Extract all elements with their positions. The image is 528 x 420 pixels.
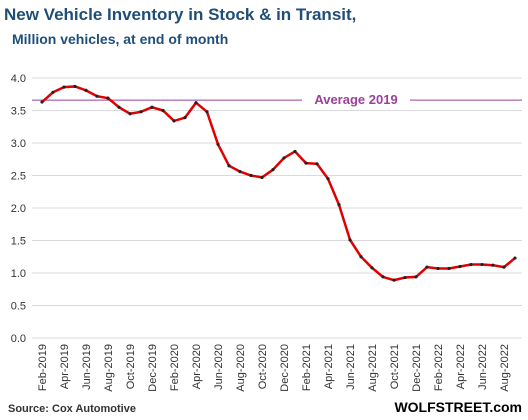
x-tick-label: Dec-2021: [411, 344, 423, 392]
x-tick-label: Feb-2020: [169, 344, 181, 391]
point: [40, 100, 44, 104]
point: [458, 264, 462, 269]
point: [249, 173, 253, 178]
point: [62, 85, 66, 89]
point: [227, 164, 231, 168]
y-tick-label: 0.5: [11, 301, 26, 313]
point: [370, 266, 374, 270]
point: [95, 94, 99, 98]
x-tick-label: Aug-2019: [103, 344, 115, 392]
point: [436, 266, 440, 271]
point: [194, 101, 198, 105]
point: [260, 175, 264, 180]
point: [282, 156, 286, 160]
point: [216, 142, 220, 146]
chart-subtitle: Million vehicles, at end of month: [12, 31, 228, 47]
point: [304, 161, 308, 165]
y-tick-label: 4.0: [11, 73, 26, 85]
x-tick-label: Feb-2021: [301, 344, 313, 391]
point: [337, 203, 341, 207]
x-tick-label: Jun-2019: [81, 344, 93, 390]
y-tick-label: 2.5: [11, 171, 26, 183]
y-tick-label: 0.0: [11, 333, 26, 345]
source: Source: Cox Automotive: [8, 403, 136, 415]
x-tick-label: Apr-2020: [191, 344, 203, 389]
x-tick-label: Jun-2022: [477, 344, 489, 390]
x-tick-label: Jun-2020: [213, 344, 225, 390]
x-tick-label: Dec-2020: [279, 344, 291, 392]
x-tick-label: Apr-2022: [455, 344, 467, 389]
x-tick-label: Aug-2021: [367, 344, 379, 392]
point: [513, 256, 517, 260]
y-tick-label: 2.0: [11, 203, 26, 215]
x-tick-label: Apr-2021: [323, 344, 335, 389]
point: [447, 266, 451, 271]
point: [161, 108, 165, 113]
line: [41, 85, 516, 282]
x-tick-label: Jun-2021: [345, 344, 357, 390]
y-tick-label: 1.5: [11, 236, 26, 248]
x-tick-label: Feb-2022: [433, 344, 445, 391]
point: [425, 265, 429, 269]
point: [150, 105, 154, 109]
y-tick-label: 3.5: [11, 106, 26, 118]
point: [348, 238, 352, 242]
x-tick-label: Apr-2019: [59, 344, 71, 389]
y-tick-label: 1.0: [11, 268, 26, 280]
point: [139, 110, 143, 114]
point: [480, 262, 484, 267]
point: [183, 116, 187, 120]
x-tick-label: Aug-2022: [499, 344, 511, 392]
point: [381, 275, 385, 279]
x-tick-label: Feb-2019: [37, 344, 49, 391]
point: [205, 110, 209, 114]
point: [359, 255, 363, 259]
point: [491, 263, 495, 267]
brand: WOLFSTREET.com: [394, 399, 522, 415]
reference-label-bg: [302, 90, 410, 109]
x-tick-label: Aug-2020: [235, 344, 247, 392]
point: [469, 262, 473, 267]
point: [51, 90, 55, 94]
x-tick-label: Dec-2019: [147, 344, 159, 392]
point: [106, 96, 110, 100]
point: [392, 278, 396, 282]
point: [502, 265, 506, 269]
point: [172, 119, 176, 123]
reference-label: Average 2019: [314, 92, 397, 107]
point: [293, 149, 297, 154]
point: [84, 88, 88, 92]
point: [414, 275, 418, 279]
chart-title: New Vehicle Inventory in Stock & in Tran…: [4, 5, 356, 24]
x-tick-label: Oct-2019: [125, 344, 137, 389]
point: [117, 105, 121, 109]
point: [238, 170, 242, 174]
point: [271, 168, 275, 172]
y-tick-label: 3.0: [11, 138, 26, 150]
point: [73, 84, 77, 89]
point: [403, 275, 407, 280]
point: [128, 112, 132, 116]
x-tick-label: Oct-2020: [257, 344, 269, 389]
x-tick-label: Oct-2021: [389, 344, 401, 389]
point: [315, 162, 319, 166]
point: [326, 177, 330, 181]
